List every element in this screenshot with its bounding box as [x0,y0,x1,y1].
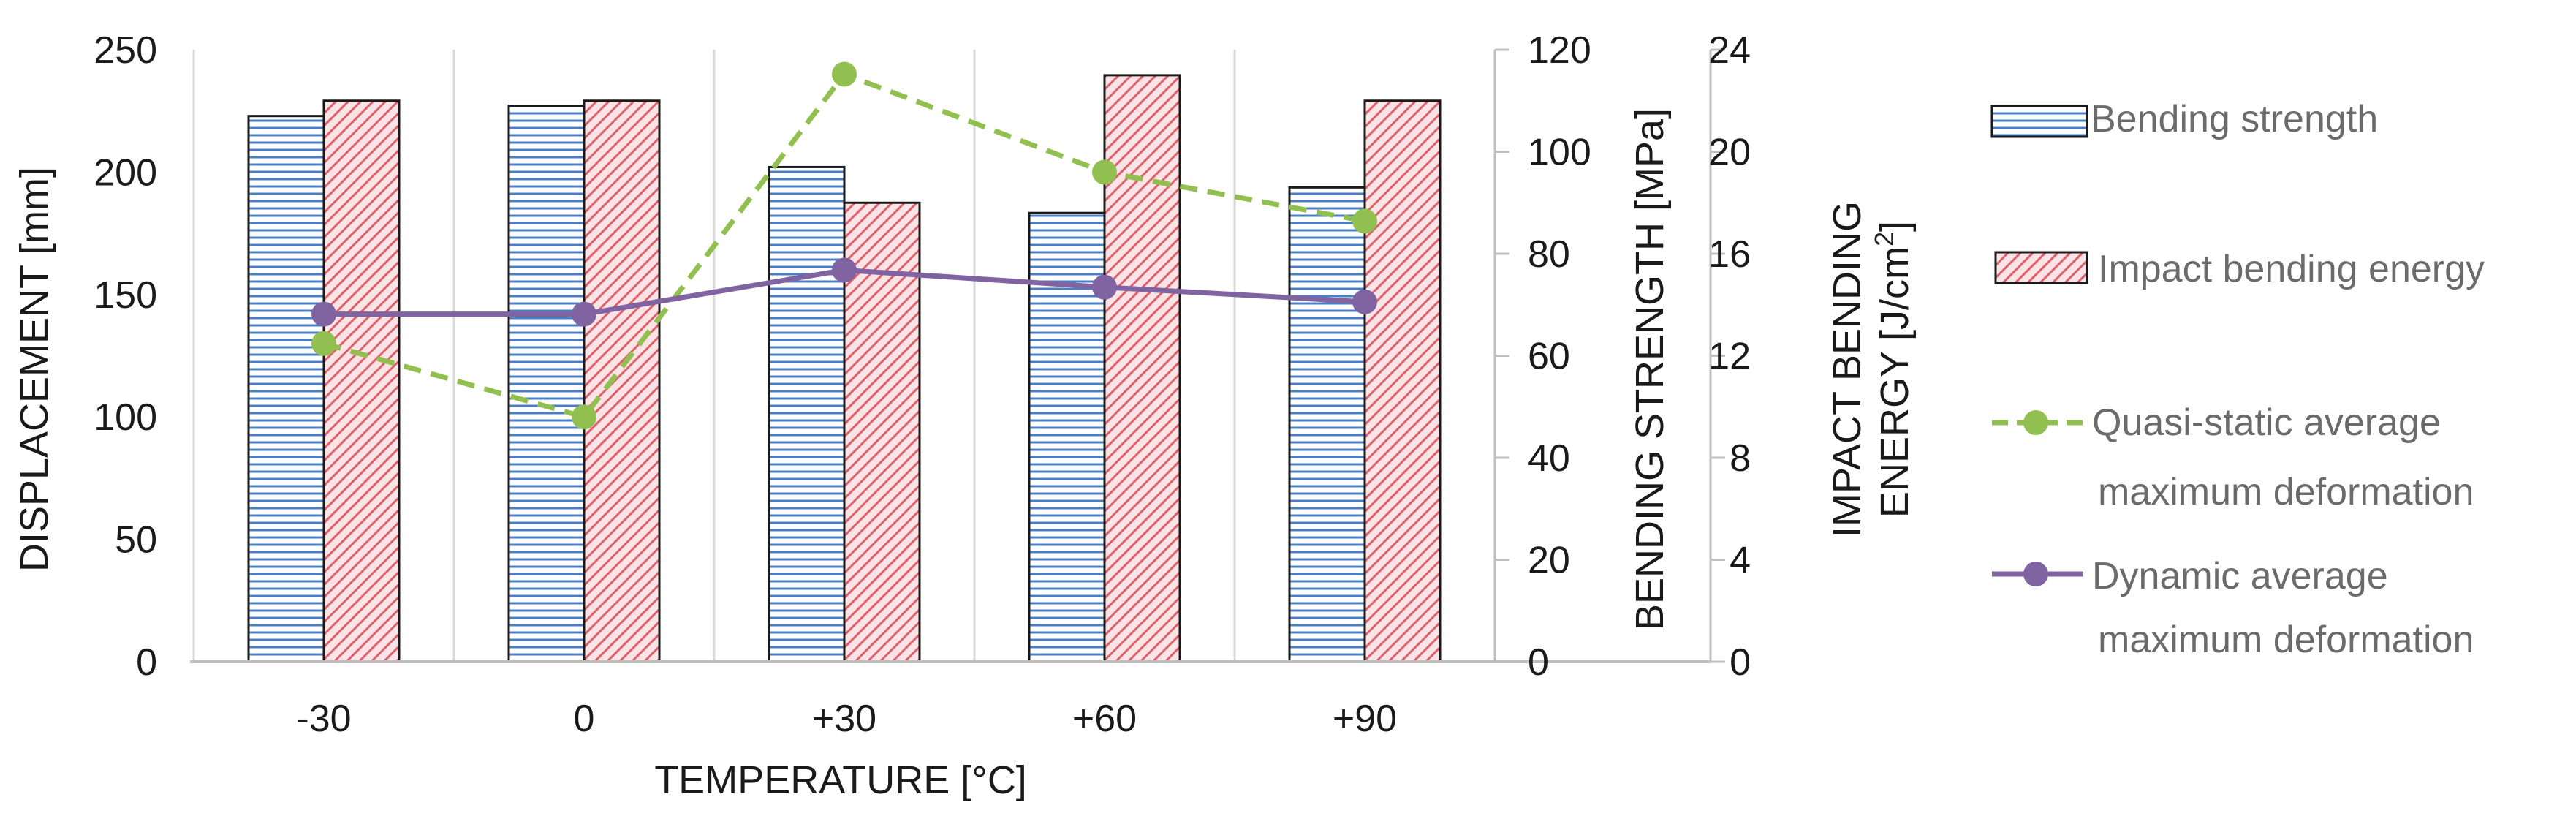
tick-labels: 0 50 100 150 200 250 0 20 40 60 80 100 120 0 4 8 12 16 20 2… [94,29,1751,740]
bending-strength-bar [768,165,846,663]
quasi-static-point [572,404,596,430]
bending-strength-bar [1028,211,1106,663]
dynamic-point [1352,289,1377,314]
left-axis-tick-label: 50 [115,519,157,562]
dynamic-point [1092,274,1117,300]
right1-axis-tick-label: 60 [1528,336,1570,378]
right2-axis-tick-label: 12 [1708,336,1751,378]
x-axis-tick-label: 0 [574,698,595,740]
x-axis-tick-label: +30 [812,698,876,740]
impact-bending-energy-bar [1363,99,1442,663]
quasi-static-point [1092,159,1117,185]
dynamic-point [572,301,596,327]
right2-axis-title-end: ] [1873,221,1917,232]
legend-label-dynamic-line2: maximum deformation [2098,619,2474,661]
right1-axis-tick-label: 100 [1528,132,1591,174]
right1-axis-tick-label: 20 [1528,540,1570,582]
x-axis-tick-label: +60 [1072,698,1137,740]
legend-marker-quasi-static [2023,410,2048,435]
bars [247,74,1442,663]
right2-axis-tick-label: 16 [1708,233,1751,276]
legend: Bending strength Impact bending energy Q… [1990,98,2485,661]
impact-bending-energy-bar [322,99,401,663]
legend-label-quasi-static-line1: Quasi-static average [2092,401,2441,444]
quasi-static-point [832,61,857,87]
dynamic-point [832,257,857,283]
lines [311,61,1377,430]
legend-label-impact-bending-energy: Impact bending energy [2098,248,2485,290]
left-axis-tick-label: 250 [94,29,157,72]
legend-marker-dynamic [2023,562,2048,586]
bending-strength-bar [507,105,586,663]
legend-label-dynamic-line1: Dynamic average [2092,555,2388,597]
legend-label-bending-strength: Bending strength [2091,98,2378,140]
right1-axis-tick-label: 0 [1528,641,1549,684]
legend-swatch-bending-strength [1990,105,2088,138]
x-axis-tick-label: +90 [1333,698,1397,740]
right1-axis-tick-label: 120 [1528,29,1591,72]
quasi-static-point [1352,208,1377,234]
right2-axis-title-main: ENERGY [J/cm [1873,246,1917,518]
legend-label-quasi-static-line2: maximum deformation [2098,471,2474,513]
bending-strength-bar [1288,186,1366,663]
right2-axis-tick-label: 4 [1730,540,1751,582]
x-axis-tick-label: -30 [296,698,351,740]
right1-axis-tick-label: 80 [1528,233,1570,276]
right2-axis-title-line2: ENERGY [J/cm2] [1869,221,1917,518]
right2-axis-title-line1: IMPACT BENDING [1825,201,1869,537]
quasi-static-point [311,331,336,356]
bending-strength-bar [247,115,325,663]
axes [190,48,1725,663]
right2-axis-tick-label: 24 [1708,29,1751,72]
right1-axis-tick-label: 40 [1528,437,1570,480]
left-axis-tick-label: 0 [136,641,157,684]
right1-axis-title: BENDING STRENGTH [MPa] [1628,108,1672,630]
right2-axis-title-sup: 2 [1869,232,1899,246]
right2-axis-tick-label: 0 [1730,641,1751,684]
left-axis-tick-label: 100 [94,396,157,439]
right2-axis-tick-label: 20 [1708,132,1751,174]
dynamic-point [311,301,336,327]
left-axis-title: DISPLACEMENT [mm] [12,167,56,572]
left-axis-tick-label: 200 [94,151,157,194]
left-axis-tick-label: 150 [94,274,157,317]
legend-swatch-impact-bending-energy [1994,251,2088,284]
x-axis-title: TEMPERATURE [°C] [654,758,1027,802]
right2-axis-tick-label: 8 [1730,437,1751,480]
impact-bending-energy-bar [1103,74,1181,663]
impact-bending-energy-bar [583,99,661,663]
